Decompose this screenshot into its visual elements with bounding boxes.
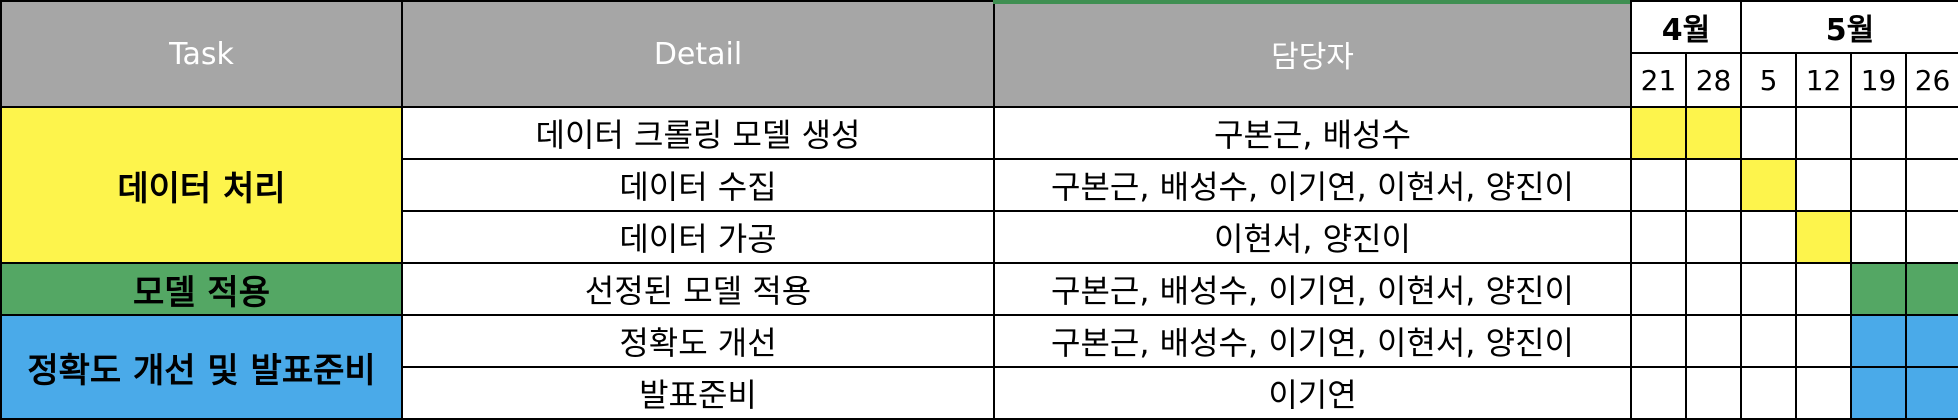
timeline-cell <box>1684 262 1743 316</box>
owner-cell: 구본근, 배성수 <box>993 106 1632 160</box>
owner-cell: 이기연 <box>993 366 1632 420</box>
detail-cell: 데이터 가공 <box>401 210 995 264</box>
timeline-cell <box>1740 314 1798 368</box>
week-label: 5 <box>1740 52 1798 108</box>
table-row: 정확도 개선 및 발표준비 정확도 개선 구본근, 배성수, 이기연, 이현서,… <box>0 314 1958 420</box>
task-group-data-processing: 데이터 처리 <box>0 106 403 264</box>
timeline-cell <box>1795 158 1853 212</box>
timeline-cell <box>1630 210 1687 264</box>
table-row: 데이터 수집 구본근, 배성수, 이기연, 이현서, 양진이 <box>1 158 1958 212</box>
timeline-cell <box>1740 210 1798 264</box>
timeline-cell <box>1740 366 1798 420</box>
timeline-cell <box>1795 366 1853 420</box>
detail-cell: 정확도 개선 <box>401 314 995 368</box>
header-row-weeks: 21 28 5 12 19 26 <box>1 52 1958 108</box>
timeline-cell <box>1850 314 1908 368</box>
owner-cell: 이현서, 양진이 <box>993 210 1632 264</box>
owner-cell: 구본근, 배성수, 이기연, 이현서, 양진이 <box>993 158 1632 212</box>
timeline-cell <box>1740 106 1798 160</box>
timeline-cell <box>1795 210 1853 264</box>
timeline-cell <box>1795 106 1853 160</box>
timeline-cell <box>1684 106 1743 160</box>
header-accent-line <box>993 0 1630 4</box>
month-april: 4월 <box>1629 0 1743 54</box>
task-group-accuracy-presentation: 정확도 개선 및 발표준비 <box>0 314 403 420</box>
detail-cell: 선정된 모델 적용 <box>401 262 995 316</box>
week-label: 21 <box>1630 52 1687 108</box>
detail-cell: 발표준비 <box>401 366 995 420</box>
timeline-cell <box>1630 314 1687 368</box>
timeline-cell <box>1740 158 1798 212</box>
timeline-cell <box>1684 158 1743 212</box>
owner-header: 담당자 <box>993 0 1632 108</box>
month-may: 5월 <box>1740 0 1958 54</box>
owner-cell: 구본근, 배성수, 이기연, 이현서, 양진이 <box>993 262 1632 316</box>
timeline-cell <box>1630 106 1687 160</box>
timeline-cell <box>1684 210 1743 264</box>
timeline-cell <box>1850 366 1908 420</box>
timeline-cell <box>1795 262 1853 316</box>
timeline-cell <box>1630 366 1687 420</box>
timeline-cell <box>1630 158 1687 212</box>
timeline-cell <box>1740 262 1798 316</box>
week-label: 12 <box>1795 52 1853 108</box>
timeline-cell <box>1905 262 1958 316</box>
week-label: 26 <box>1905 52 1958 108</box>
owner-cell: 구본근, 배성수, 이기연, 이현서, 양진이 <box>993 314 1632 368</box>
timeline-cell <box>1850 210 1908 264</box>
week-label: 28 <box>1684 52 1743 108</box>
timeline-cell <box>1684 366 1743 420</box>
timeline-cell <box>1905 106 1958 160</box>
detail-cell: 데이터 크롤링 모델 생성 <box>401 106 995 160</box>
task-group-model-application: 모델 적용 <box>0 262 403 316</box>
timeline-cell <box>1905 158 1958 212</box>
detail-header: Detail <box>401 0 995 108</box>
timeline-cell <box>1905 314 1958 368</box>
timeline-cell <box>1850 106 1908 160</box>
timeline-cell <box>1905 366 1958 420</box>
timeline-cell <box>1905 210 1958 264</box>
week-label: 19 <box>1850 52 1908 108</box>
timeline-cell <box>1630 262 1687 316</box>
timeline-cell <box>1850 262 1908 316</box>
table-row: 모델 적용 선정된 모델 적용 구본근, 배성수, 이기연, 이현서, 양진이 <box>0 262 1958 316</box>
table-row: 데이터 처리 데이터 크롤링 모델 생성 구본근, 배성수 <box>0 106 1958 264</box>
detail-cell: 데이터 수집 <box>401 158 995 212</box>
table-row: 발표준비 이기연 <box>1 366 1958 420</box>
header-row-months: Task Detail 담당자 4월 5월 <box>0 0 1958 108</box>
timeline-cell <box>1795 314 1853 368</box>
timeline-cell <box>1850 158 1908 212</box>
table-row: 데이터 가공 이현서, 양진이 <box>1 210 1958 264</box>
task-header: Task <box>0 0 403 108</box>
timeline-cell <box>1684 314 1743 368</box>
